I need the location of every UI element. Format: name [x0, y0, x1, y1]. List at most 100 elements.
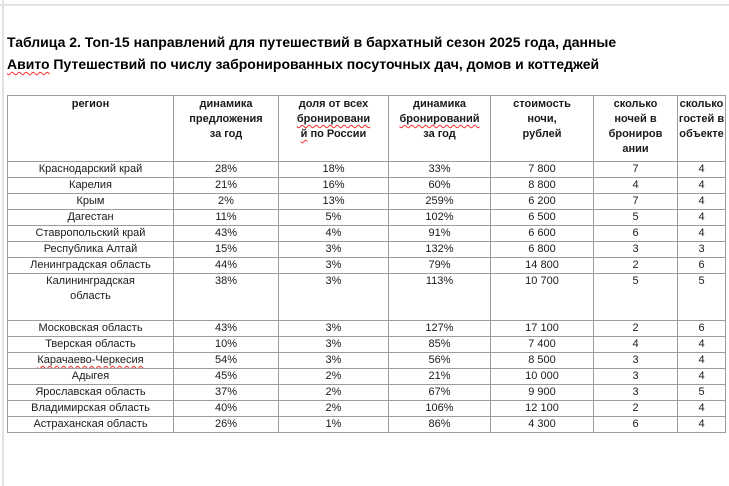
table-row: регион динамика предложения за год доля от в…	[7, 95, 726, 162]
column-header: стоимость ночи, рублей	[490, 95, 594, 162]
table-row: Ярославская область 37% 2% 67% 9 900 3 5	[7, 384, 726, 401]
value-cell: 67%	[388, 384, 491, 401]
header-line: объекте	[679, 127, 725, 142]
text-segment: за год	[423, 128, 456, 140]
value-cell: 106%	[388, 400, 491, 417]
table-row: Республика Алтай 15% 3% 132% 6 800 3 3	[7, 241, 726, 258]
misspelled-word: бронировани	[296, 113, 371, 125]
region-cell: Республика Алтай	[7, 241, 174, 258]
text-segment: Крым	[76, 195, 105, 207]
value-cell: 1%	[278, 416, 389, 433]
value-cell: 2%	[278, 400, 389, 417]
header-line: ночей в	[595, 112, 677, 127]
document-body: Таблица 2. Топ-15 направлений для путеше…	[7, 31, 726, 433]
value-cell: 4 300	[490, 416, 594, 433]
table-body: Краснодарский край 28% 18% 33% 7 800 7 4 Карели…	[7, 161, 726, 433]
header-line: бронирований	[390, 112, 490, 127]
top15-destinations-table: регион динамика предложения за год доля от в…	[7, 95, 726, 433]
text-segment: брониров	[608, 128, 663, 140]
text-segment: по России	[307, 128, 367, 140]
table-header-row: регион динамика предложения за год доля от в…	[7, 95, 726, 162]
header-line: за год	[390, 127, 490, 142]
text-segment: Тверская область	[45, 338, 136, 350]
header-line: предложения	[175, 112, 278, 127]
table-row: Краснодарский край 28% 18% 33% 7 800 7 4	[7, 161, 726, 178]
misspelled-word: бронирований	[399, 113, 480, 125]
value-cell: 6 200	[490, 193, 594, 210]
region-line: Адыгея	[9, 370, 173, 384]
table-row: Адыгея 45% 2% 21% 10 000 3 4	[7, 368, 726, 385]
text-segment: предложения	[189, 113, 263, 125]
value-cell: 259%	[388, 193, 491, 210]
text-segment: динамика	[199, 98, 253, 110]
region-cell: Московская область	[7, 320, 174, 337]
value-cell: 7 400	[490, 336, 594, 353]
value-cell: 132%	[388, 241, 491, 258]
region-line: Владимирская область	[9, 402, 173, 416]
value-cell: 91%	[388, 225, 491, 242]
document-title: Таблица 2. Топ-15 направлений для путеше…	[7, 31, 723, 75]
region-cell: Крым	[7, 193, 174, 210]
text-segment: Ставропольский край	[35, 227, 146, 239]
table-row: Владимирская область 40% 2% 106% 12 100 2 4	[7, 400, 726, 417]
table-row: Карелия 21% 16% 60% 8 800 4 4	[7, 177, 726, 194]
column-header: динамика предложения за год	[173, 95, 279, 162]
value-cell: 28%	[173, 161, 279, 178]
table-row: Калининградская область 38% 3% 113% 10 700 5 5	[7, 273, 726, 321]
text-segment: Ленинградская область	[30, 259, 151, 271]
value-cell: 4	[677, 193, 726, 210]
text-segment: доля от всех	[298, 98, 369, 110]
value-cell: 3%	[278, 241, 389, 258]
value-cell: 15%	[173, 241, 279, 258]
text-segment: Краснодарский край	[38, 163, 143, 175]
region-line: Ставропольский край	[9, 227, 173, 241]
region-cell: Карелия	[7, 177, 174, 194]
region-cell: Калининградская область	[7, 273, 174, 321]
text-segment: Владимирская область	[31, 402, 150, 414]
value-cell: 2%	[278, 368, 389, 385]
text-segment: ночей в	[614, 113, 657, 125]
value-cell: 4	[677, 400, 726, 417]
header-line: гостей в	[679, 112, 725, 127]
text-segment: рублей	[522, 128, 562, 140]
text-segment: Республика Алтай	[43, 243, 138, 255]
value-cell: 56%	[388, 352, 491, 369]
region-cell: Карачаево-Черкесия	[7, 352, 174, 369]
value-cell: 43%	[173, 320, 279, 337]
header-line: динамика	[175, 97, 278, 112]
table-row: Астраханская область 26% 1% 86% 4 300 6 4	[7, 416, 726, 433]
region-line: Московская область	[9, 322, 173, 336]
value-cell: 10%	[173, 336, 279, 353]
header-line: рублей	[492, 127, 593, 142]
text-segment: динамика	[412, 98, 467, 110]
text-segment: за год	[209, 128, 243, 140]
region-line: Ярославская область	[9, 386, 173, 400]
table-row: Дагестан 11% 5% 102% 6 500 5 4	[7, 209, 726, 226]
text-segment: Московская область	[38, 322, 143, 334]
text-segment: сколько	[679, 98, 724, 110]
value-cell: 102%	[388, 209, 491, 226]
value-cell: 113%	[388, 273, 491, 321]
value-cell: 43%	[173, 225, 279, 242]
value-cell: 4	[677, 225, 726, 242]
page-edge-left-line	[2, 0, 4, 486]
column-header: сколько гостей в объекте	[677, 95, 726, 162]
value-cell: 4	[677, 209, 726, 226]
header-line: бронировани	[280, 112, 388, 127]
header-line: й по России	[280, 127, 388, 142]
value-cell: 7	[593, 193, 678, 210]
value-cell: 3	[593, 352, 678, 369]
value-cell: 3%	[278, 257, 389, 274]
value-cell: 54%	[173, 352, 279, 369]
value-cell: 2	[593, 400, 678, 417]
value-cell: 3%	[278, 273, 389, 321]
misspelled-word: Авито	[7, 56, 50, 72]
table-row: Ленинградская область 44% 3% 79% 14 800 2 6	[7, 257, 726, 274]
header-line: сколько	[679, 97, 725, 112]
region-cell: Ленинградская область	[7, 257, 174, 274]
value-cell: 8 500	[490, 352, 594, 369]
header-line: регион	[9, 97, 173, 112]
value-cell: 4	[677, 336, 726, 353]
region-line: Дагестан	[9, 211, 173, 225]
value-cell: 4	[677, 352, 726, 369]
